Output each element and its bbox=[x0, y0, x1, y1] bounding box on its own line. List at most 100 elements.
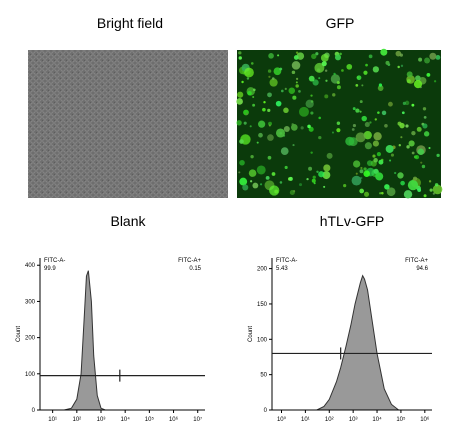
gfp-cell bbox=[299, 106, 309, 117]
gfp-cell bbox=[399, 122, 405, 129]
gfp-cell bbox=[359, 110, 362, 113]
gfp-cell bbox=[355, 83, 359, 87]
x-tick-label: 10⁴ bbox=[121, 416, 131, 423]
gfp-cell bbox=[433, 80, 437, 83]
gfp-cell bbox=[373, 158, 378, 163]
gfp-cell bbox=[267, 69, 272, 73]
y-tick-label: 400 bbox=[25, 263, 36, 269]
gfp-cell bbox=[336, 85, 341, 90]
gfp-cell bbox=[262, 107, 266, 112]
image-title: GFP bbox=[326, 15, 355, 31]
gfp-cell bbox=[306, 177, 309, 181]
gfp-cell bbox=[336, 81, 340, 85]
gfp-cell bbox=[308, 75, 315, 82]
gate-name: FITC-A+ bbox=[405, 258, 428, 264]
gfp-cell bbox=[352, 107, 356, 111]
y-tick-label: 200 bbox=[25, 336, 36, 342]
gfp-cell bbox=[385, 144, 394, 153]
bright-field-image bbox=[28, 50, 228, 198]
gfp-cell bbox=[267, 134, 274, 141]
gfp-cell bbox=[237, 91, 244, 98]
gfp-cell bbox=[424, 57, 431, 64]
gfp-cell bbox=[378, 159, 384, 165]
gfp-cell bbox=[365, 63, 368, 67]
gfp-cell bbox=[417, 148, 425, 155]
gfp-cell bbox=[402, 101, 407, 105]
gfp-cell bbox=[363, 191, 370, 197]
gfp-cell bbox=[312, 175, 316, 179]
gfp-cell bbox=[401, 111, 405, 115]
gfp-cell bbox=[313, 182, 316, 185]
gfp-cell bbox=[277, 54, 280, 57]
gfp-cell bbox=[373, 168, 379, 174]
x-tick-label: 10⁰ bbox=[277, 416, 287, 423]
gfp-cell bbox=[374, 118, 377, 121]
y-tick-label: 150 bbox=[257, 302, 268, 308]
gfp-cell bbox=[323, 185, 326, 188]
gfp-cell bbox=[413, 79, 423, 89]
y-tick-label: 50 bbox=[260, 373, 267, 379]
gfp-cell bbox=[239, 177, 248, 186]
gfp-cell bbox=[343, 184, 347, 188]
gfp-cell bbox=[307, 124, 311, 129]
x-tick-label: 10⁷ bbox=[193, 416, 202, 423]
gfp-cell bbox=[363, 167, 367, 171]
gfp-cell bbox=[345, 136, 355, 146]
gfp-cell bbox=[247, 90, 252, 96]
gfp-cell bbox=[325, 79, 328, 82]
gfp-cell bbox=[434, 183, 439, 187]
gfp-cell bbox=[353, 160, 361, 168]
gfp-cell bbox=[428, 180, 432, 183]
gfp-cell bbox=[284, 165, 288, 170]
gfp-cell bbox=[429, 52, 437, 60]
y-tick-label: 0 bbox=[32, 408, 36, 414]
gfp-cell bbox=[271, 77, 275, 80]
y-tick-label: 100 bbox=[257, 337, 268, 343]
gfp-cell bbox=[429, 188, 433, 192]
x-tick-label: 10⁶ bbox=[420, 416, 430, 423]
gfp-cell bbox=[363, 170, 370, 177]
gfp-cell bbox=[318, 116, 322, 120]
gfp-cell bbox=[332, 93, 336, 97]
gfp-cell bbox=[310, 94, 313, 97]
gfp-cell bbox=[360, 176, 363, 180]
gfp-cell bbox=[407, 179, 419, 191]
gfp-cell bbox=[315, 52, 319, 56]
gfp-cell bbox=[398, 144, 401, 147]
chart-title: hTLv-GFP bbox=[320, 213, 385, 229]
gfp-cell bbox=[378, 83, 383, 87]
histogram bbox=[64, 270, 106, 411]
gfp-cell bbox=[250, 180, 253, 183]
gfp-cell bbox=[339, 52, 342, 56]
gfp-cell bbox=[256, 165, 266, 175]
gfp-cell bbox=[320, 54, 329, 62]
y-tick-label: 100 bbox=[25, 372, 36, 378]
gfp-cell bbox=[318, 135, 322, 140]
y-tick-label: 0 bbox=[264, 408, 268, 414]
gfp-cell bbox=[283, 126, 290, 132]
gfp-cell bbox=[403, 190, 413, 199]
gate-name: FITC-A- bbox=[44, 258, 65, 264]
chart-title: Blank bbox=[110, 213, 146, 229]
gfp-cell bbox=[292, 144, 295, 147]
gfp-cell bbox=[435, 54, 441, 60]
gfp-cell bbox=[369, 121, 372, 124]
gfp-cell bbox=[311, 178, 316, 183]
x-tick-label: 10² bbox=[325, 417, 334, 423]
gfp-cell bbox=[281, 89, 284, 93]
gfp-cell bbox=[406, 71, 413, 78]
gfp-cell bbox=[364, 122, 370, 128]
gfp-cell bbox=[324, 94, 329, 99]
gfp-cell bbox=[381, 191, 384, 195]
gfp-cell bbox=[267, 92, 272, 98]
gfp-cell bbox=[381, 110, 387, 116]
gfp-cell bbox=[406, 145, 410, 149]
gfp-cell bbox=[352, 123, 357, 128]
x-tick-label: 10¹ bbox=[301, 417, 310, 423]
gfp-cell bbox=[423, 131, 430, 137]
gfp-cell bbox=[288, 176, 293, 181]
gfp-cell bbox=[426, 73, 431, 77]
gfp-cell bbox=[436, 153, 440, 158]
gfp-cell bbox=[308, 126, 314, 132]
